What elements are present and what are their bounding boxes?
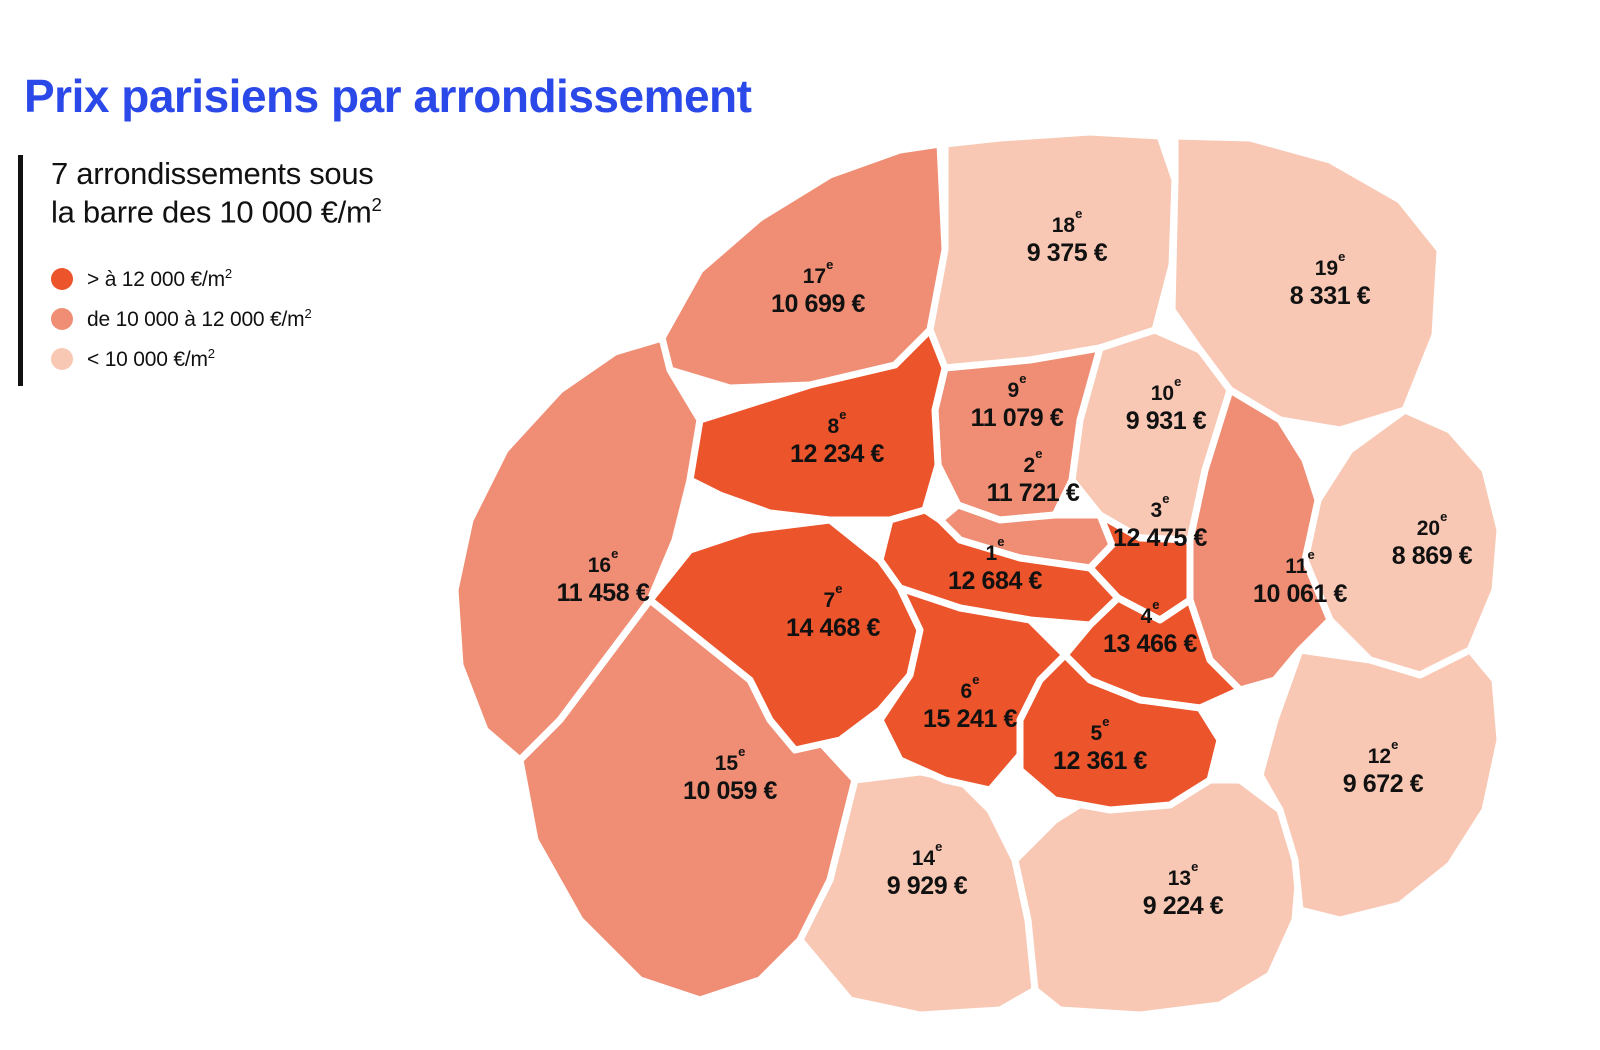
- arrondissement-price: 8 869 €: [1392, 542, 1473, 570]
- legend-label-low: < 10 000 €/m2: [87, 346, 215, 372]
- arrondissement-price: 10 059 €: [683, 777, 778, 805]
- arrondissement-price: 14 468 €: [786, 614, 881, 642]
- legend-item-high[interactable]: > à 12 000 €/m2: [51, 266, 578, 292]
- legend-label-mid: de 10 000 à 12 000 €/m2: [87, 306, 312, 332]
- arrondissement-price: 11 458 €: [557, 579, 650, 607]
- region-arr-19[interactable]: [1168, 132, 1444, 434]
- arrondissement-price: 12 361 €: [1053, 747, 1148, 775]
- legend-headline-line1: 7 arrondissements sous: [51, 156, 374, 191]
- arrondissement-price: 10 699 €: [771, 290, 866, 318]
- legend-headline-line2: la barre des 10 000 €/m: [51, 194, 372, 230]
- region-arr-5[interactable]: [1016, 651, 1224, 814]
- arrondissement-price: 9 224 €: [1143, 892, 1224, 920]
- paris-arrondissement-map: 1e 12 684 €2e 11 721 €3e 12 475 €4e 13 466 €…: [400, 120, 1590, 1030]
- arrondissement-price: 13 466 €: [1103, 630, 1198, 658]
- legend-headline: 7 arrondissements sous la barre des 10 0…: [51, 155, 551, 232]
- legend-item-low[interactable]: < 10 000 €/m2: [51, 346, 578, 372]
- arrondissement-price: 12 475 €: [1113, 524, 1208, 552]
- arrondissement-price: 9 672 €: [1343, 770, 1424, 798]
- legend-headline-superscript: 2: [371, 194, 382, 216]
- arrondissement-price: 12 234 €: [790, 440, 885, 468]
- arrondissement-price: 9 375 €: [1027, 239, 1108, 267]
- region-arr-12[interactable]: [1256, 646, 1504, 924]
- arrondissement-price: 15 241 €: [923, 705, 1018, 733]
- arrondissement-price: 8 331 €: [1290, 282, 1371, 310]
- arrondissement-price: 11 079 €: [971, 404, 1064, 432]
- arrondissement-price: 12 684 €: [948, 567, 1043, 595]
- circle-swatch-mid-icon: [51, 308, 73, 331]
- legend-panel: 7 arrondissements sous la barre des 10 0…: [18, 155, 578, 387]
- arrondissement-price: 10 061 €: [1253, 580, 1348, 608]
- legend-item-mid[interactable]: de 10 000 à 12 000 €/m2: [51, 306, 578, 332]
- legend-label-high: > à 12 000 €/m2: [87, 266, 232, 292]
- circle-swatch-low-icon: [51, 348, 73, 371]
- map-regions-group: [451, 128, 1504, 1019]
- page-title: Prix parisiens par arrondissement: [24, 69, 752, 122]
- arrondissement-price: 9 931 €: [1126, 407, 1207, 435]
- arrondissement-price: 9 929 €: [887, 872, 968, 900]
- region-arr-8[interactable]: [686, 326, 949, 524]
- arrondissement-price: 11 721 €: [987, 479, 1080, 507]
- circle-swatch-high-icon: [51, 268, 73, 291]
